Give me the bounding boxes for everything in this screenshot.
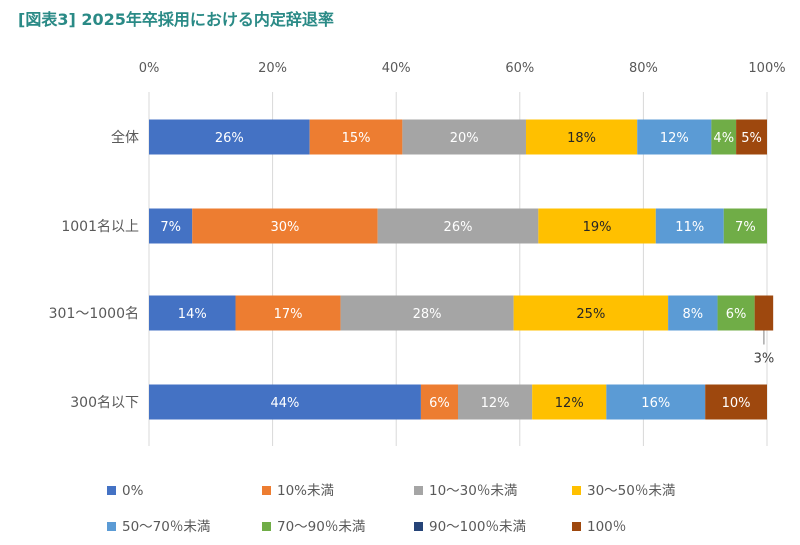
- bar-segment: [149, 208, 193, 244]
- bar-segment: [754, 295, 774, 331]
- legend-label: 30～50％未満: [587, 483, 675, 499]
- legend-label: 100％: [587, 519, 626, 535]
- data-label: 6%: [726, 307, 747, 322]
- legend-label: 50～70％未満: [122, 519, 210, 535]
- data-label: 30%: [271, 220, 300, 235]
- data-label: 10%: [722, 396, 751, 411]
- legend-swatch: [262, 486, 271, 495]
- x-tick-label: 60%: [505, 61, 534, 76]
- data-label: 28%: [413, 307, 442, 322]
- x-tick-label: 20%: [258, 61, 287, 76]
- bar-segment: [538, 208, 656, 244]
- data-label: 6%: [429, 396, 450, 411]
- chart-title: [図表3] 2025年卒採用における内定辞退率: [18, 10, 334, 29]
- category-label: 300名以下: [70, 395, 139, 411]
- legend-label: 10%未満: [277, 483, 334, 499]
- data-label: 11%: [675, 220, 704, 235]
- category-label: 1001名以上: [61, 219, 139, 235]
- legend-label: 90～100％未満: [429, 519, 526, 535]
- data-label: 7%: [735, 220, 756, 235]
- bar-segment: [458, 384, 533, 420]
- bars: [149, 119, 774, 420]
- data-label: 25%: [576, 307, 605, 322]
- bar-segment: [235, 295, 341, 331]
- bar-segment: [420, 384, 458, 420]
- bar-segment: [149, 384, 421, 420]
- legend-swatch: [262, 522, 271, 531]
- legend-swatch: [107, 486, 116, 495]
- bar-segment: [340, 295, 514, 331]
- data-label: 12%: [555, 396, 584, 411]
- x-tick-label: 100%: [748, 61, 785, 76]
- bar-segment: [606, 384, 706, 420]
- data-label: 19%: [583, 220, 612, 235]
- bar-segment: [309, 119, 403, 155]
- legend-label: 0%: [122, 483, 144, 499]
- data-label: 44%: [271, 396, 300, 411]
- bar-segment: [525, 119, 638, 155]
- x-tick-label: 0%: [139, 61, 160, 76]
- x-axis-ticks: 0% 20% 40% 60% 80% 100%: [139, 61, 786, 76]
- bar-segment: [736, 119, 767, 155]
- x-tick-label: 40%: [382, 61, 411, 76]
- bar-segment: [532, 384, 607, 420]
- x-tick-label: 80%: [629, 61, 658, 76]
- bar-segment: [149, 295, 236, 331]
- bar-segment: [192, 208, 378, 244]
- legend-label: 70～90％未満: [277, 519, 365, 535]
- callout-label: 3%: [754, 352, 775, 367]
- legend-swatch: [572, 486, 581, 495]
- bar-segment: [637, 119, 712, 155]
- bar-segment: [705, 384, 767, 420]
- bar-segment: [655, 208, 724, 244]
- legend: 0% 10%未満 10～30％未満 30～50％未満 50～70％未満 70～90％未満 9…: [107, 483, 675, 535]
- bar-segment: [377, 208, 539, 244]
- data-label: 4%: [713, 131, 734, 146]
- data-label: 17%: [274, 307, 303, 322]
- data-label: 7%: [160, 220, 181, 235]
- category-label: 全体: [111, 129, 139, 146]
- data-label: 26%: [215, 131, 244, 146]
- data-label: 12%: [660, 131, 689, 146]
- category-labels: 全体 1001名以上 301～1000名 300名以下: [49, 129, 139, 411]
- data-label: 8%: [683, 307, 704, 322]
- data-label: 16%: [641, 396, 670, 411]
- data-labels: 26% 15% 20% 18% 12% 4% 5% 7% 30% 26% 19% 11% 7% 14% 17…: [160, 131, 762, 411]
- data-label: 26%: [444, 220, 473, 235]
- bar-segment: [711, 119, 737, 155]
- bar-segment: [717, 295, 755, 331]
- category-label: 301～1000名: [49, 306, 139, 322]
- bar-segment: [668, 295, 718, 331]
- data-label: 5%: [741, 131, 762, 146]
- bar-segment: [402, 119, 526, 155]
- data-label: 15%: [342, 131, 371, 146]
- legend-swatch: [572, 522, 581, 531]
- legend-swatch: [414, 522, 423, 531]
- data-label: 20%: [450, 131, 479, 146]
- annotations: 3%: [754, 330, 775, 367]
- data-label: 18%: [567, 131, 596, 146]
- data-label: 14%: [178, 307, 207, 322]
- bar-segment: [723, 208, 767, 244]
- legend-swatch: [414, 486, 423, 495]
- legend-label: 10～30％未満: [429, 483, 517, 499]
- bar-segment: [149, 119, 310, 155]
- legend-swatch: [107, 522, 116, 531]
- bar-segment: [513, 295, 669, 331]
- data-label: 12%: [481, 396, 510, 411]
